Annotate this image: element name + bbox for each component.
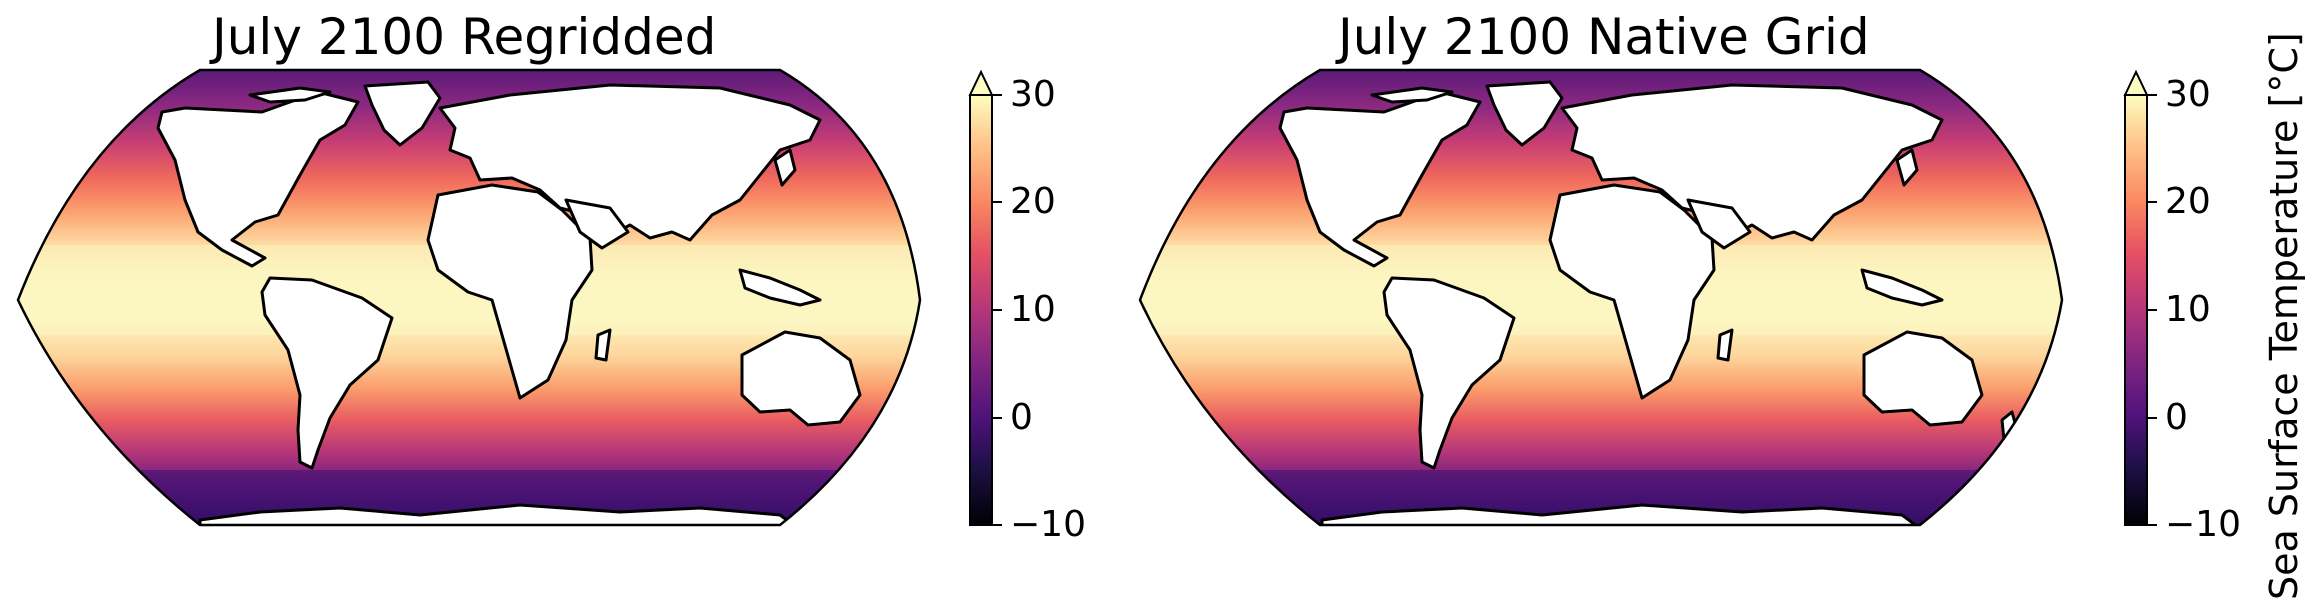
japan-land (773, 148, 797, 187)
south-america-land (1382, 276, 1516, 470)
southeast-asia-islands (1860, 268, 1944, 307)
madagascar-land (1716, 328, 1734, 362)
colorbar-ramp (969, 94, 993, 526)
africa-land (1548, 183, 1716, 400)
south-america-land (260, 276, 394, 470)
eurasia-land (438, 83, 822, 242)
colorbar-tick-label: 20 (2165, 181, 2211, 222)
north-america-land (1278, 90, 1482, 268)
colorbar-tick-label: 20 (1010, 181, 1056, 222)
map-boundary-regridded (16, 68, 922, 527)
colorbar-tick-label: −10 (2165, 504, 2241, 545)
japan-land (1895, 148, 1919, 187)
arabia-land (564, 198, 630, 250)
colorbar-extend-arrow (968, 69, 994, 96)
map-native-grid (1138, 68, 2064, 527)
colorbar-left (968, 69, 1002, 526)
eurasia-land (1560, 83, 1944, 242)
colorbar-tick-label: 10 (1010, 289, 1056, 330)
colorbar-tick-label: 0 (1010, 397, 1033, 438)
new-zealand-land (878, 410, 897, 442)
colorbar-tick-label: 30 (2165, 74, 2211, 115)
colorbar-right (2123, 69, 2157, 526)
australia-land (740, 330, 862, 427)
map-regridded (16, 68, 922, 527)
southeast-asia-islands (738, 268, 822, 307)
colorbar-tick-label: 30 (1010, 74, 1056, 115)
africa-land (426, 183, 594, 400)
map-boundary-native-grid (1138, 68, 2064, 527)
arabia-land (1686, 198, 1752, 250)
australia-land (1862, 330, 1984, 427)
colorbar-axis-label: Sea Surface Temperature [°C] (2262, 32, 2306, 600)
madagascar-land (594, 328, 612, 362)
sst-maps-figure (16, 68, 2157, 527)
map-title-native-grid: July 2100 Native Grid (1338, 8, 1870, 66)
colorbar-tick-label: −10 (1010, 504, 1086, 545)
colorbar-extend-arrow (2123, 69, 2149, 96)
arctic-islands-land (1370, 86, 1454, 104)
colorbar-tick-label: 10 (2165, 289, 2211, 330)
colorbar-tick-label: 0 (2165, 397, 2188, 438)
map-title-regridded: July 2100 Regridded (212, 8, 717, 66)
arctic-islands-land (248, 86, 332, 104)
colorbar-ramp (2124, 94, 2148, 526)
greenland-land (363, 80, 442, 147)
greenland-land (1485, 80, 1564, 147)
north-america-land (156, 90, 360, 268)
